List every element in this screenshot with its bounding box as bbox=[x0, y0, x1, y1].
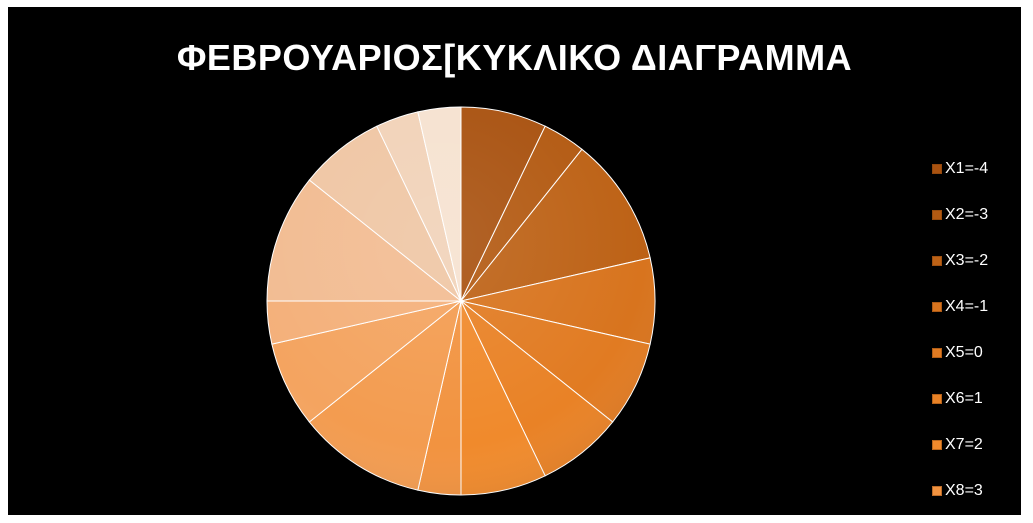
pie-chart bbox=[266, 106, 656, 496]
legend-item-2: X2=-3 bbox=[932, 205, 988, 225]
legend-label: X6=1 bbox=[945, 390, 983, 407]
legend-label: X1=-4 bbox=[945, 160, 989, 177]
chart-area: ΦΕΒΡΟΥΑΡΙΟΣ[ΚΥΚΛΙΚΟ ΔΙΑΓΡΑΜΜΑ X1=-4 X2=-3… bbox=[8, 7, 1021, 515]
legend-label: X5=0 bbox=[945, 344, 983, 361]
legend-swatch bbox=[932, 440, 942, 450]
legend-swatch bbox=[932, 302, 942, 312]
chart-title: ΦΕΒΡΟΥΑΡΙΟΣ[ΚΥΚΛΙΚΟ ΔΙΑΓΡΑΜΜΑ bbox=[176, 37, 853, 78]
legend-item-6: X6=1 bbox=[932, 389, 983, 409]
legend-swatch bbox=[932, 210, 942, 220]
legend-item-3: X3=-2 bbox=[932, 251, 988, 271]
legend-label: X4=-1 bbox=[945, 298, 989, 315]
legend-label: X8=3 bbox=[945, 482, 983, 499]
legend-swatch bbox=[932, 256, 942, 266]
legend-item-7: X7=2 bbox=[932, 435, 983, 455]
legend-label: X7=2 bbox=[945, 436, 983, 453]
legend-item-4: X4=-1 bbox=[932, 297, 988, 317]
legend-swatch bbox=[932, 164, 942, 174]
legend-swatch bbox=[932, 348, 942, 358]
legend-label: X3=-2 bbox=[945, 252, 989, 269]
legend-item-1: X1=-4 bbox=[932, 159, 988, 179]
legend-item-8: X8=3 bbox=[932, 481, 983, 501]
legend-swatch bbox=[932, 486, 942, 496]
legend-item-5: X5=0 bbox=[932, 343, 983, 363]
legend-swatch bbox=[932, 394, 942, 404]
legend-label: X2=-3 bbox=[945, 206, 989, 223]
